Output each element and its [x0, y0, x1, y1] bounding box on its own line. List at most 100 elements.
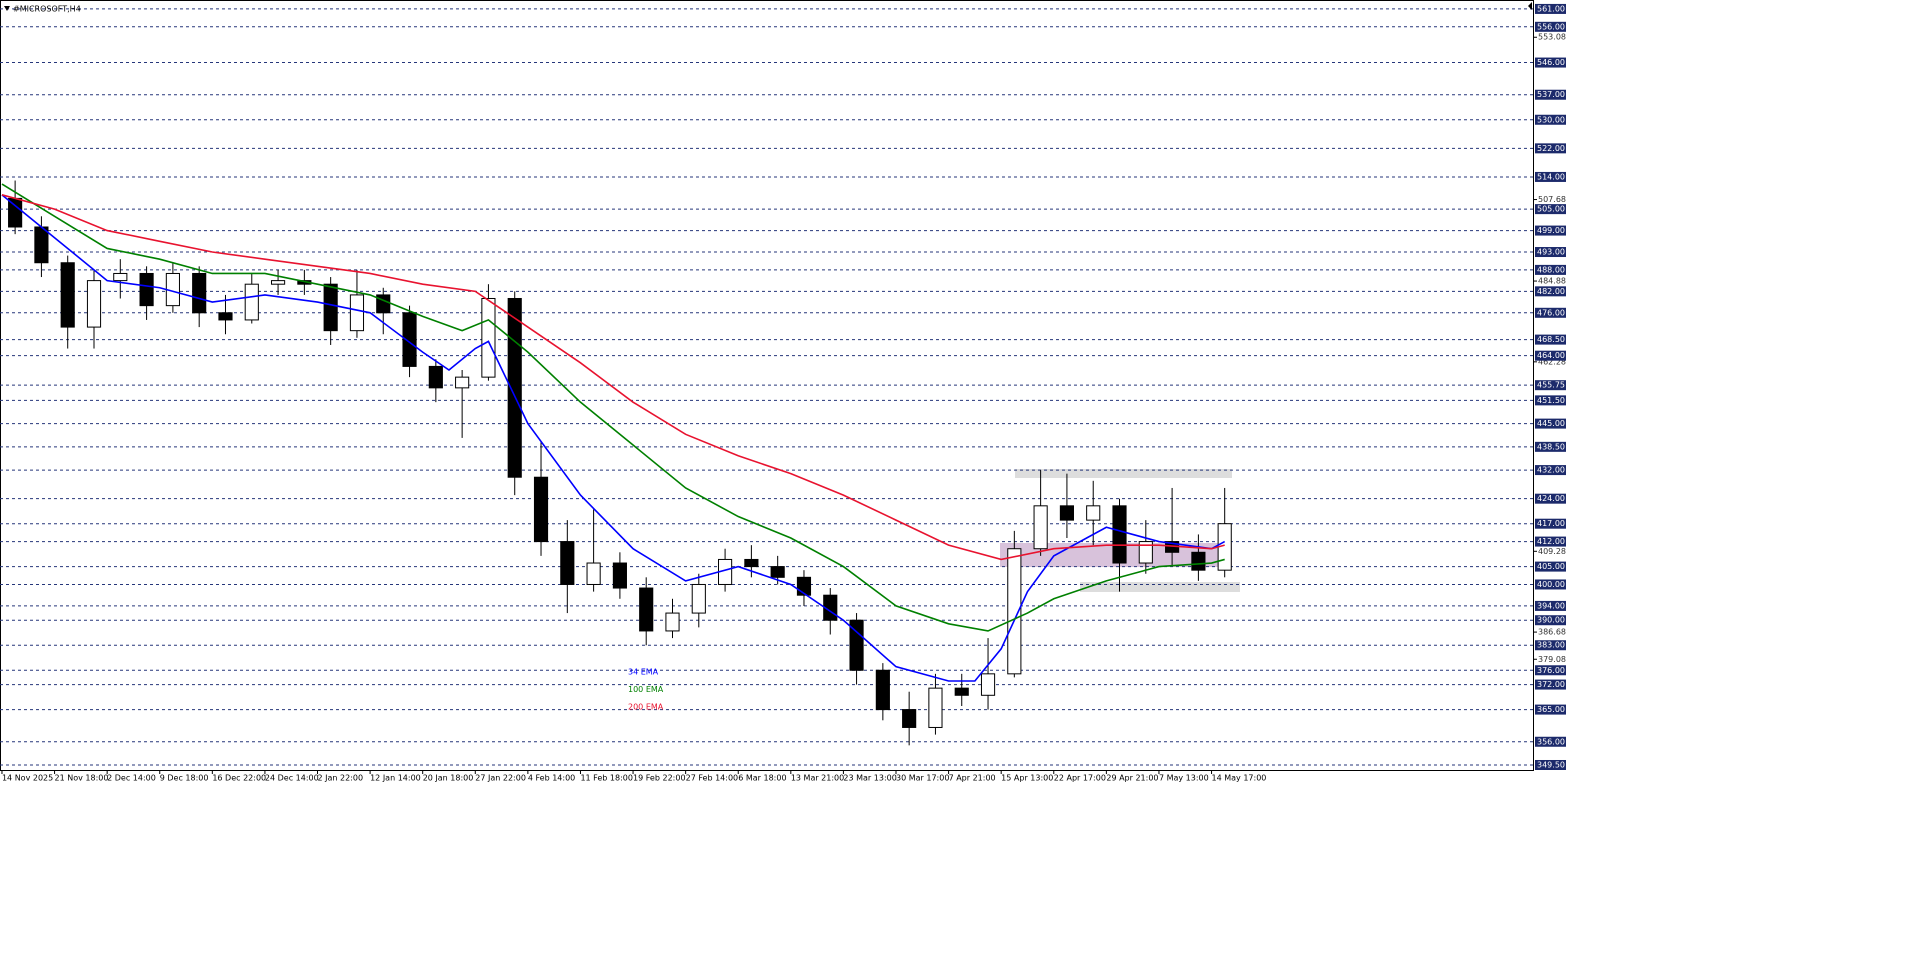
- x-tick-label: 23 Mar 13:00: [843, 774, 896, 783]
- level-label: 390.00: [1537, 616, 1565, 625]
- candle-body: [1033, 505, 1048, 550]
- candle-body: [192, 272, 207, 314]
- level-label-box: [1535, 600, 1566, 611]
- x-tick-label: 19 Feb 22:00: [633, 774, 685, 783]
- level-label-box: [1535, 334, 1566, 345]
- level-label: 376.00: [1537, 666, 1565, 675]
- level-label: 537.00: [1537, 90, 1565, 99]
- level-label: 488.00: [1537, 265, 1565, 274]
- candle-body: [533, 476, 549, 543]
- candle-body: [849, 619, 864, 671]
- level-label: 514.00: [1537, 172, 1565, 181]
- candle-body: [270, 280, 286, 285]
- candle-body: [586, 562, 601, 585]
- level-label-box: [1535, 247, 1566, 258]
- level-label: 499.00: [1537, 226, 1565, 235]
- level-label-box: [1535, 89, 1566, 100]
- candle-body: [875, 669, 890, 711]
- x-tick-label: 14 May 17:00: [1212, 774, 1267, 783]
- candle-body: [1138, 541, 1153, 564]
- x-tick-label: 20 Jan 18:00: [423, 774, 474, 783]
- shift-marker: [1528, 2, 1532, 10]
- level-label: 405.00: [1537, 562, 1565, 571]
- level-label-box: [1535, 579, 1566, 590]
- resistance-zone: [1015, 469, 1232, 478]
- candle-body: [612, 562, 627, 589]
- candle-body: [86, 280, 102, 328]
- level-label-box: [1535, 679, 1566, 690]
- level-label: 556.00: [1537, 22, 1565, 31]
- level-label-box: [1535, 143, 1566, 154]
- candle-body: [928, 687, 943, 728]
- x-tick-label: 6 Mar 18:00: [738, 774, 786, 783]
- level-label-box: [1535, 615, 1566, 626]
- level-label-box: [1535, 561, 1566, 572]
- y-tick-label: 553.08: [1538, 33, 1566, 42]
- x-tick-label: 12 Jan 14:00: [370, 774, 421, 783]
- candle-body: [218, 312, 233, 321]
- candle-body: [770, 566, 785, 578]
- level-label-box: [1535, 204, 1566, 215]
- level-label-box: [1535, 225, 1566, 236]
- legend-label: 100 EMA: [628, 685, 664, 694]
- level-label-box: [1535, 380, 1566, 391]
- level-label-box: [1535, 264, 1566, 275]
- x-tick-label: 9 Dec 18:00: [160, 774, 209, 783]
- level-label-box: [1535, 307, 1566, 318]
- ema-line: [1, 194, 1225, 561]
- x-tick-label: 16 Dec 22:00: [212, 774, 266, 783]
- candle-body: [113, 272, 128, 282]
- level-label: 365.00: [1537, 705, 1565, 714]
- level-label: 476.00: [1537, 308, 1565, 317]
- support-zone: [1080, 582, 1240, 592]
- level-label-box: [1535, 441, 1566, 452]
- candle-body: [1086, 505, 1101, 521]
- candle-body: [139, 272, 154, 307]
- x-tick-label: 2 Dec 14:00: [107, 774, 156, 783]
- level-label: 356.00: [1537, 737, 1565, 746]
- level-label: 561.00: [1537, 4, 1565, 13]
- level-label: 530.00: [1537, 115, 1565, 124]
- level-label-box: [1535, 286, 1566, 297]
- level-label-box: [1535, 171, 1566, 182]
- ema-line: [1, 183, 1225, 632]
- x-tick-label: 15 Apr 13:00: [1001, 774, 1053, 783]
- candle-body: [560, 541, 575, 585]
- level-label: 412.00: [1537, 537, 1565, 546]
- level-label: 455.75: [1537, 381, 1565, 390]
- level-label-box: [1535, 418, 1566, 429]
- chart-title: #MICROSOFT,H4: [13, 5, 81, 14]
- candle-body: [1112, 505, 1127, 564]
- candle-body: [402, 312, 417, 367]
- level-label: 438.50: [1537, 442, 1565, 451]
- level-label: 424.00: [1537, 494, 1565, 503]
- level-label: 372.00: [1537, 680, 1565, 689]
- x-tick-label: 14 Nov 2025: [2, 774, 53, 783]
- level-label: 445.00: [1537, 419, 1565, 428]
- level-label-box: [1535, 640, 1566, 651]
- candle-body: [1007, 548, 1022, 675]
- level-label-box: [1535, 665, 1566, 676]
- candle-body: [34, 226, 49, 264]
- candle-body: [691, 583, 706, 614]
- candle-body: [665, 612, 680, 632]
- y-tick-label: 462.28: [1538, 357, 1566, 366]
- level-label-box: [1535, 21, 1566, 32]
- candle-body: [639, 587, 654, 632]
- level-label-box: [1535, 759, 1566, 770]
- level-label: 468.50: [1537, 335, 1565, 344]
- x-tick-label: 22 Apr 17:00: [1054, 774, 1106, 783]
- level-label: 383.00: [1537, 641, 1565, 650]
- level-label-box: [1535, 518, 1566, 529]
- x-tick-label: 27 Jan 22:00: [475, 774, 526, 783]
- x-tick-label: 2 Jan 22:00: [318, 774, 364, 783]
- level-label-box: [1535, 395, 1566, 406]
- level-label: 505.00: [1537, 205, 1565, 214]
- level-label: 464.00: [1537, 351, 1565, 360]
- level-label: 482.00: [1537, 287, 1565, 296]
- level-label: 394.00: [1537, 601, 1565, 610]
- menu-arrow: [4, 6, 10, 11]
- level-label: 451.50: [1537, 396, 1565, 405]
- x-tick-label: 11 Feb 18:00: [580, 774, 632, 783]
